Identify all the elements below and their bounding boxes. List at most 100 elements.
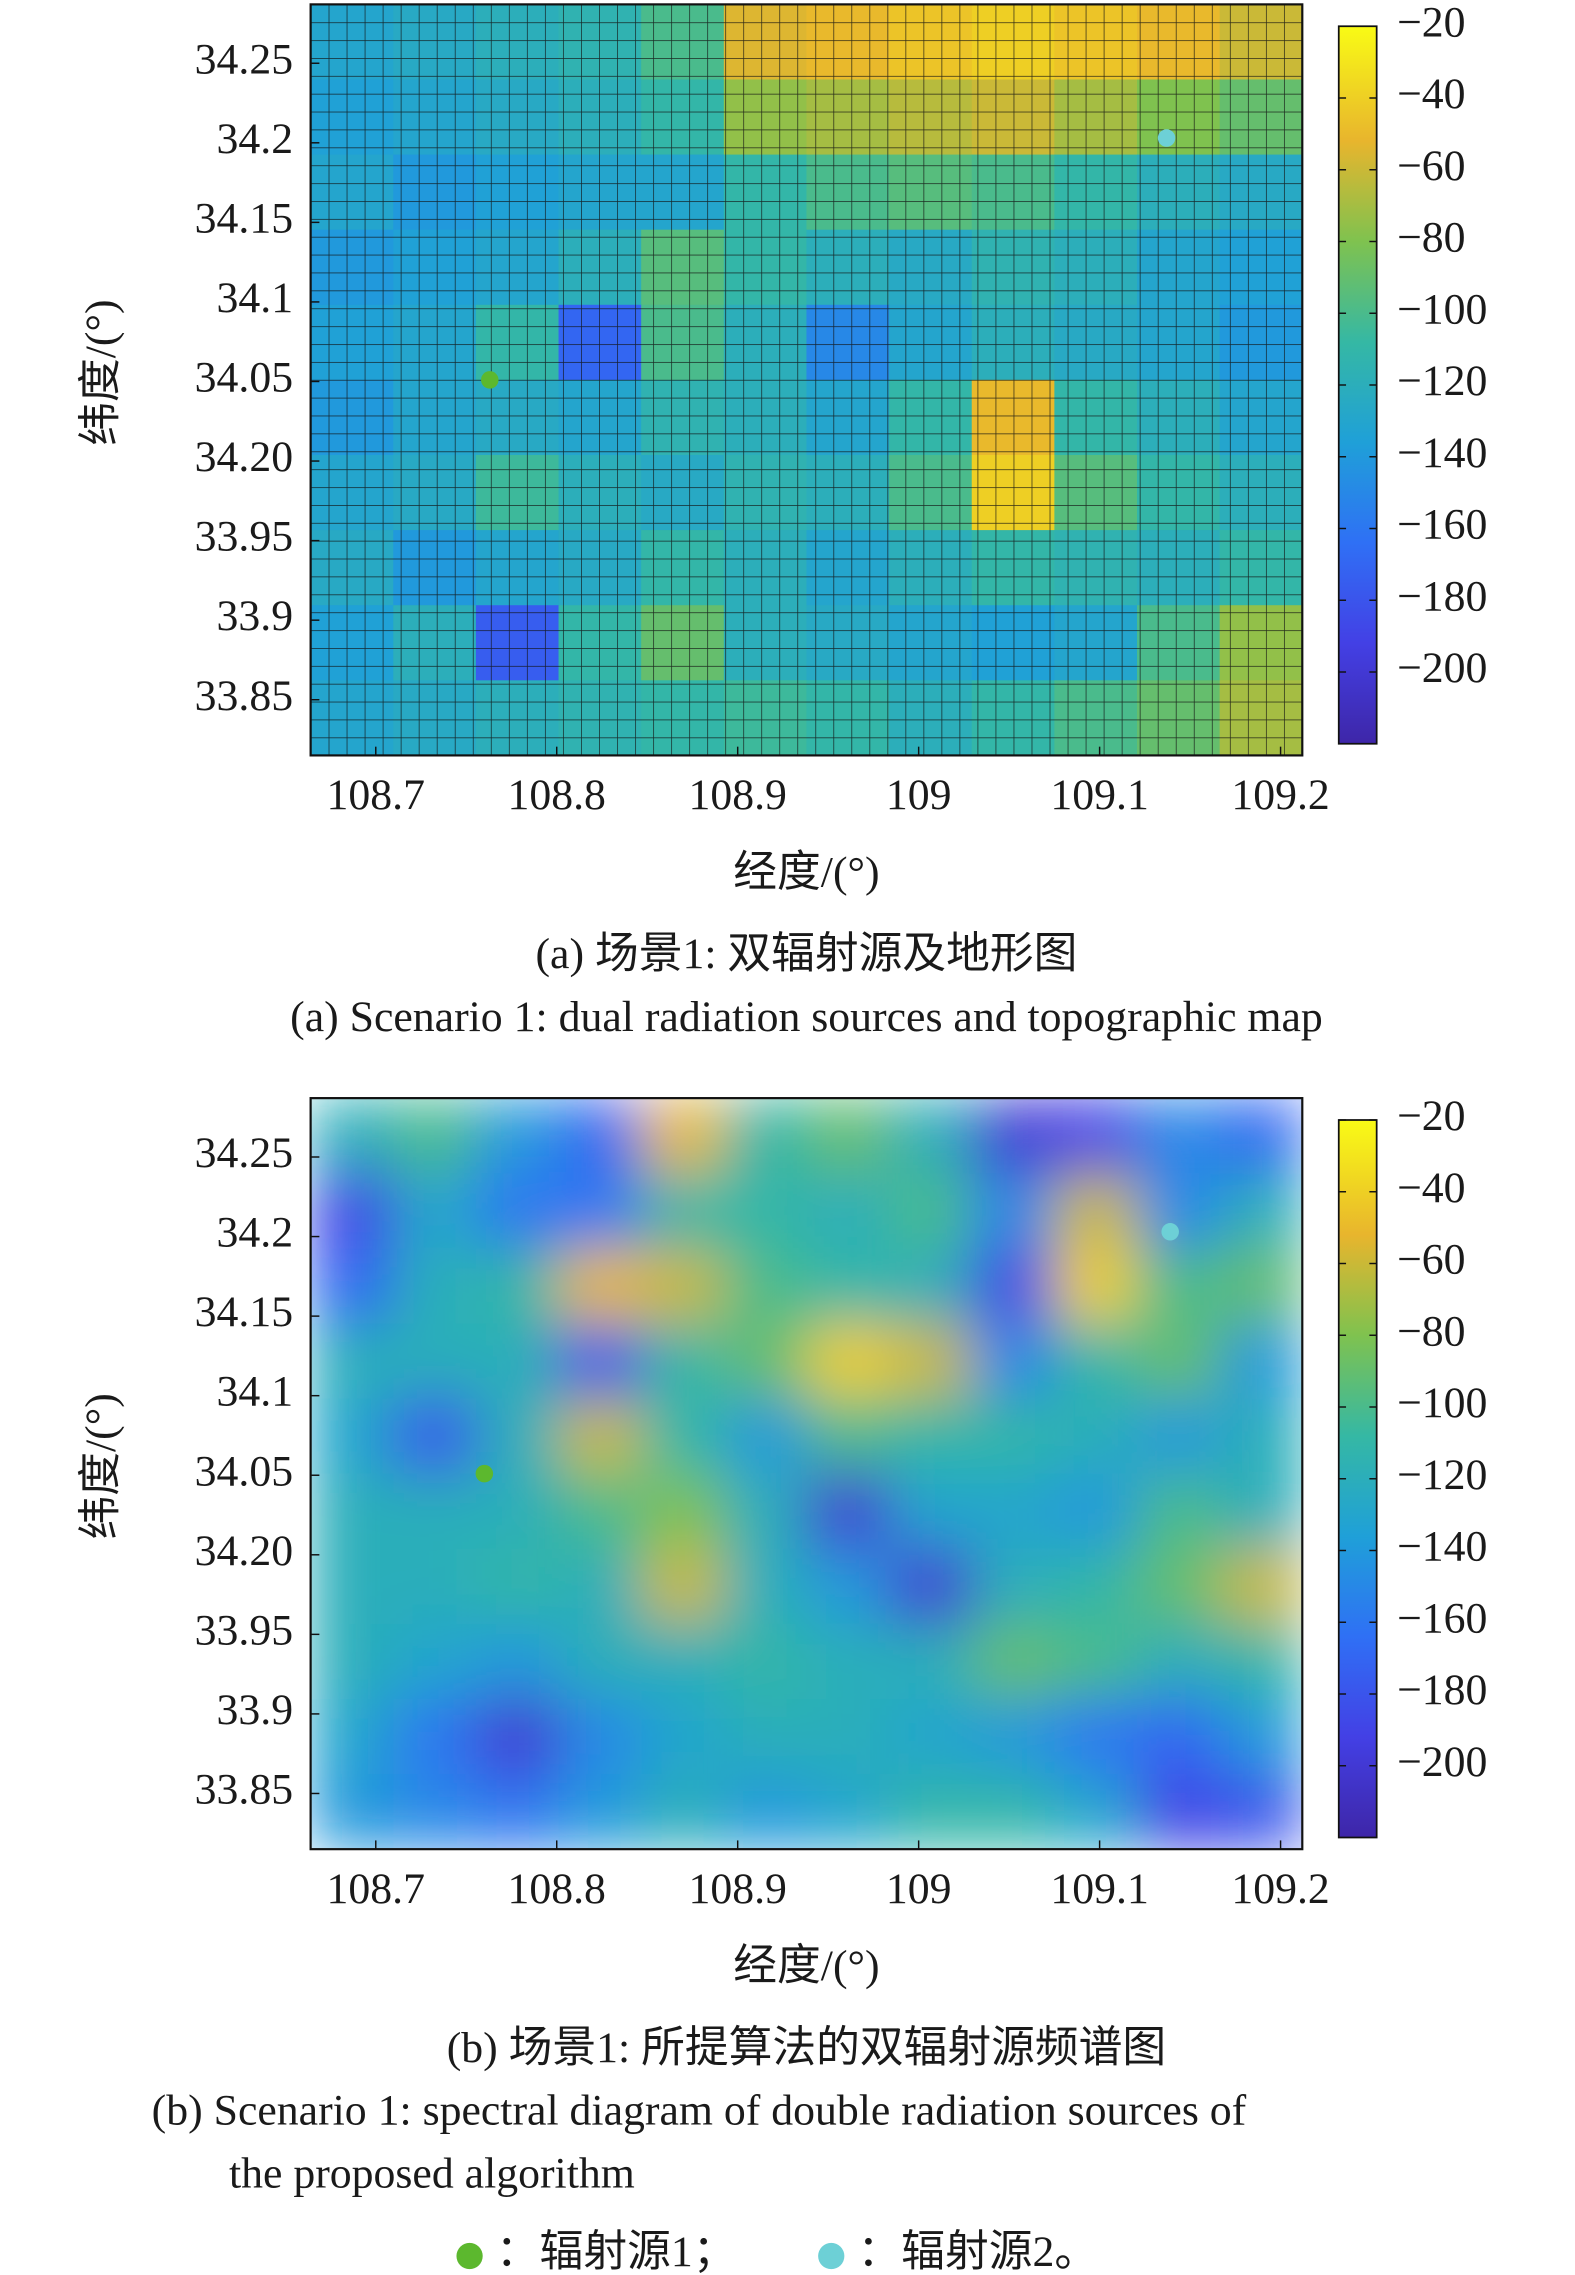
cell <box>806 1173 890 1250</box>
cell <box>393 1623 477 1700</box>
cell <box>1137 1248 1221 1325</box>
cell <box>641 1698 725 1775</box>
cell <box>1219 1248 1303 1325</box>
cell <box>558 1623 642 1700</box>
cell <box>723 1098 808 1174</box>
cell <box>393 1548 477 1625</box>
cell <box>310 1173 394 1250</box>
cell <box>393 1248 477 1325</box>
cell <box>889 1774 973 1850</box>
y-tick-label: 34.20 <box>195 433 293 481</box>
caption-en: (a) Scenario 1: dual radiation sources a… <box>290 993 1323 1041</box>
cell <box>641 1623 725 1700</box>
cell <box>889 1323 973 1400</box>
cell <box>475 1398 560 1475</box>
y-axis-label: 纬度/(°) <box>77 1393 125 1539</box>
cell <box>1219 1774 1303 1850</box>
cell <box>971 1098 1056 1174</box>
cell <box>1219 1698 1303 1775</box>
cell <box>806 1623 890 1700</box>
colorbar-tick-label: −200 <box>1397 1738 1487 1786</box>
cell <box>641 1323 725 1400</box>
x-tick-label: 108.9 <box>688 1865 786 1913</box>
cell <box>971 1248 1056 1325</box>
cell <box>806 1774 890 1850</box>
y-tick-label: 33.85 <box>195 1766 293 1814</box>
cell <box>310 1473 394 1550</box>
cell <box>1054 1098 1138 1174</box>
cell <box>558 1398 642 1475</box>
x-tick-label: 108.8 <box>508 771 606 819</box>
cell <box>1219 1173 1303 1250</box>
field <box>310 1098 1303 1850</box>
colorbar-tick-label: −160 <box>1397 1594 1487 1642</box>
cell <box>641 1098 725 1174</box>
cell <box>558 1173 642 1250</box>
x-tick-label: 109 <box>886 1865 952 1913</box>
cell <box>889 1623 973 1700</box>
cell <box>1219 1323 1303 1400</box>
y-tick-label: 34.15 <box>195 194 293 242</box>
y-tick-label: 34.20 <box>195 1527 293 1575</box>
cell <box>1219 1623 1303 1700</box>
cell <box>806 1098 890 1174</box>
cell <box>971 1698 1056 1775</box>
colorbar-tick-label: −100 <box>1397 285 1487 333</box>
x-axis-label: 经度/(°) <box>733 1942 879 1990</box>
cell <box>889 1248 973 1325</box>
cell <box>475 1698 560 1775</box>
y-tick-label: 33.95 <box>195 513 293 561</box>
colorbar-tick-label: −20 <box>1397 1092 1465 1140</box>
mesh <box>310 4 1303 756</box>
colorbar-tick-label: −100 <box>1397 1379 1487 1427</box>
cell <box>310 1323 394 1400</box>
cell <box>1219 1473 1303 1550</box>
cell <box>1054 1473 1138 1550</box>
y-tick-label: 33.95 <box>195 1606 293 1654</box>
cell <box>971 1774 1056 1850</box>
y-axis-label: 纬度/(°) <box>77 299 125 445</box>
x-tick-label: 108.9 <box>688 771 786 819</box>
cell <box>558 1323 642 1400</box>
cell <box>475 1774 560 1850</box>
colorbar-tick-label: −60 <box>1397 142 1465 190</box>
cell <box>1054 1774 1138 1850</box>
cell <box>806 1323 890 1400</box>
cell <box>723 1173 808 1250</box>
caption-en: the proposed algorithm <box>229 2149 635 2197</box>
colorbar-tick-label: −20 <box>1397 0 1465 46</box>
cell <box>393 1323 477 1400</box>
cell <box>558 1473 642 1550</box>
colorbar-tick-label: −180 <box>1397 1666 1487 1714</box>
cell <box>1137 1698 1221 1775</box>
legend-marker <box>818 2242 845 2270</box>
cell <box>475 1323 560 1400</box>
cell <box>641 1173 725 1250</box>
cell <box>1137 1473 1221 1550</box>
cell <box>641 1774 725 1850</box>
cell <box>1137 1323 1221 1400</box>
colorbar-tick-label: −200 <box>1397 644 1487 692</box>
x-tick-label: 108.8 <box>508 1865 606 1913</box>
source-point <box>481 371 499 389</box>
cell <box>641 1548 725 1625</box>
legend-label: ：辐射源1； <box>496 2228 737 2275</box>
cell <box>723 1323 808 1400</box>
y-tick-label: 34.1 <box>217 274 294 322</box>
cell <box>1137 1774 1221 1850</box>
x-tick-label: 108.7 <box>327 771 425 819</box>
cell <box>971 1398 1056 1475</box>
x-tick-label: 109.2 <box>1231 1865 1329 1913</box>
colorbar-tick-label: −140 <box>1397 1523 1487 1571</box>
cell <box>723 1473 808 1550</box>
legend: ：辐射源1； ：辐射源2。 <box>456 2228 1098 2275</box>
cell <box>475 1548 560 1625</box>
cell <box>475 1248 560 1325</box>
colorbar-tick-label: −120 <box>1397 1451 1487 1499</box>
cell <box>1054 1398 1138 1475</box>
cell <box>1054 1248 1138 1325</box>
x-tick-label: 109.2 <box>1231 771 1329 819</box>
cell <box>1219 1098 1303 1174</box>
